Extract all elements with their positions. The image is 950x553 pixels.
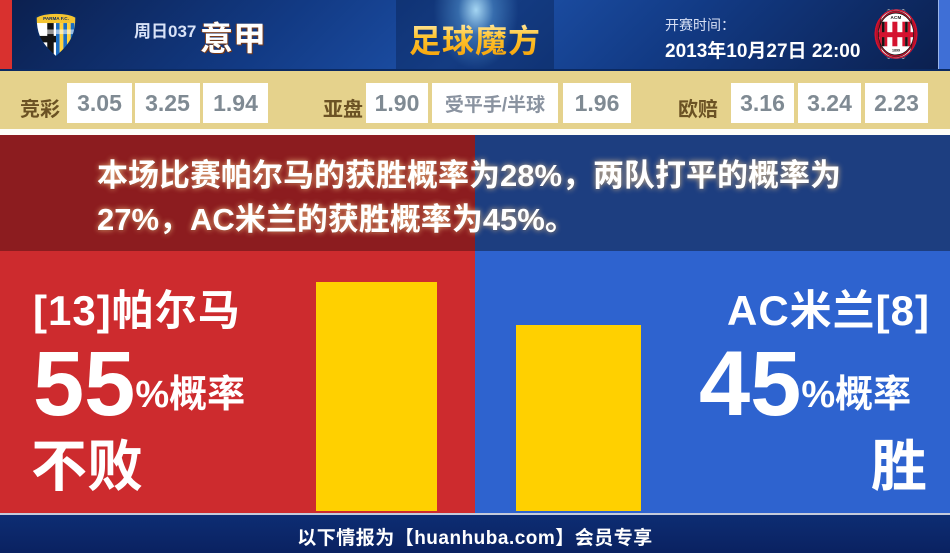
svg-text:1899: 1899 — [892, 49, 900, 53]
svg-text:PARMA F.C.: PARMA F.C. — [43, 16, 69, 21]
svg-text:ACM: ACM — [890, 15, 901, 20]
